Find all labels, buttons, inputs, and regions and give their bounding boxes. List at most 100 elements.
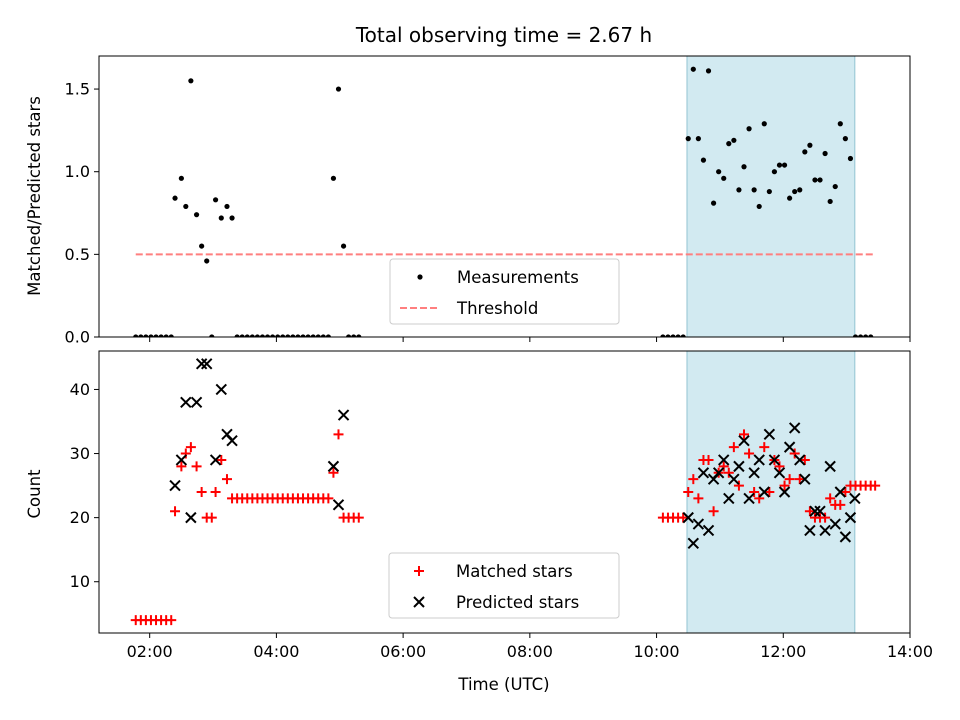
matched-star-point bbox=[683, 487, 694, 497]
measurement-point bbox=[346, 334, 352, 337]
matched-star-point bbox=[206, 512, 217, 523]
measurement-point bbox=[133, 334, 139, 337]
matched-star-point bbox=[835, 499, 846, 510]
predicted-star-point bbox=[834, 486, 847, 498]
measurement-point bbox=[199, 243, 205, 249]
predicted-star-point bbox=[201, 358, 213, 370]
measurement-point bbox=[802, 149, 808, 155]
predicted-star-point bbox=[215, 383, 227, 396]
matched-star-point bbox=[688, 474, 699, 485]
predicted-star-point bbox=[185, 511, 197, 524]
measurement-point bbox=[163, 334, 169, 337]
predicted-star-point bbox=[799, 473, 811, 485]
matched-star-point bbox=[353, 512, 364, 523]
measurement-point bbox=[761, 121, 767, 127]
matched-star-point bbox=[718, 461, 729, 472]
measurement-point bbox=[183, 203, 189, 210]
x-tick-label: 14:00 bbox=[887, 642, 933, 661]
measurement-point bbox=[259, 334, 266, 337]
x-tick-label: 04:00 bbox=[253, 642, 299, 661]
measurement-point bbox=[710, 200, 717, 206]
predicted-star-point bbox=[697, 467, 710, 479]
matched-star-point bbox=[870, 480, 881, 491]
y-tick-label: 0.5 bbox=[65, 245, 90, 264]
predicted-star-point bbox=[687, 537, 700, 549]
measurement-point bbox=[746, 126, 752, 132]
measurement-point bbox=[756, 203, 762, 210]
measurement-point bbox=[249, 334, 255, 337]
matched-star-point bbox=[328, 467, 339, 478]
measurement-point bbox=[731, 137, 737, 143]
matched-star-point bbox=[749, 487, 760, 497]
legend-label: Measurements bbox=[457, 268, 579, 287]
predicted-star-point bbox=[773, 467, 786, 479]
predicted-star-point bbox=[809, 505, 821, 517]
panel-counts: 10 20 30 40 02:00 04:00 06:00 08:00 10:00 12:00 14… bbox=[70, 350, 933, 661]
matched-star-point bbox=[784, 474, 795, 485]
matched-star-point bbox=[754, 493, 765, 504]
measurement-point bbox=[766, 188, 772, 195]
measurement-point bbox=[153, 334, 159, 337]
legend-count: Matched stars Predicted stars bbox=[388, 552, 620, 619]
observing-window-shade bbox=[686, 56, 856, 337]
matched-star-point bbox=[703, 454, 714, 465]
measurement-point bbox=[665, 334, 671, 337]
measurement-point bbox=[148, 334, 154, 337]
measurement-point bbox=[812, 177, 818, 183]
matched-star-point bbox=[170, 506, 181, 517]
measurement-point bbox=[275, 334, 281, 337]
matched-star-point bbox=[216, 454, 227, 465]
measurement-point bbox=[351, 334, 357, 337]
y-axis-label-count: Count bbox=[25, 469, 44, 519]
matched-star-point bbox=[774, 461, 785, 472]
measurement-point bbox=[224, 203, 230, 210]
x-tick-label: 12:00 bbox=[760, 642, 806, 661]
measurement-point bbox=[290, 334, 296, 337]
matched-star-point bbox=[738, 429, 749, 440]
measurement-point bbox=[726, 141, 732, 147]
measurement-point bbox=[776, 162, 783, 168]
predicted-star-point bbox=[824, 460, 836, 473]
predicted-star-point bbox=[814, 505, 826, 517]
measurement-point bbox=[244, 334, 250, 337]
y-tick-label: 20 bbox=[70, 508, 90, 527]
predicted-star-point bbox=[733, 460, 745, 473]
matched-star-point bbox=[744, 448, 755, 459]
predicted-star-point bbox=[195, 358, 208, 370]
measurement-point bbox=[705, 68, 712, 74]
x-tick-label: 06:00 bbox=[380, 642, 426, 661]
predicted-star-point bbox=[849, 492, 861, 505]
measurement-point bbox=[270, 334, 276, 337]
predicted-star-point bbox=[743, 492, 755, 505]
predicted-star-point bbox=[839, 531, 852, 543]
matched-star-point bbox=[323, 493, 334, 504]
predicted-star-point bbox=[819, 524, 831, 537]
measurement-point bbox=[285, 334, 291, 337]
predicted-star-point bbox=[829, 518, 841, 530]
measurement-point bbox=[716, 169, 722, 175]
axes-frame-ratio bbox=[98, 55, 911, 338]
measurement-point bbox=[158, 334, 164, 337]
measurement-point bbox=[741, 164, 747, 170]
measurement-point bbox=[822, 150, 828, 157]
measurement-point bbox=[234, 334, 240, 337]
measurement-point bbox=[300, 334, 306, 337]
measurement-point bbox=[660, 334, 666, 337]
measurement-point bbox=[792, 188, 798, 195]
matched-star-point bbox=[728, 442, 739, 453]
predicted-star-point bbox=[768, 454, 781, 466]
measurement-point bbox=[670, 334, 676, 337]
legend-marker-predicted bbox=[413, 596, 425, 608]
matched-star-point bbox=[678, 512, 689, 523]
measurement-point bbox=[695, 136, 701, 142]
matched-star-point bbox=[799, 454, 810, 465]
measurement-point bbox=[827, 198, 833, 205]
measurement-point bbox=[305, 334, 311, 337]
predicted-star-point bbox=[327, 460, 340, 473]
measurement-point bbox=[212, 197, 219, 203]
measurement-point bbox=[797, 187, 803, 193]
predicted-star-point bbox=[783, 441, 796, 453]
y-tick-label: 1.0 bbox=[65, 162, 90, 181]
measurement-point bbox=[700, 157, 707, 163]
